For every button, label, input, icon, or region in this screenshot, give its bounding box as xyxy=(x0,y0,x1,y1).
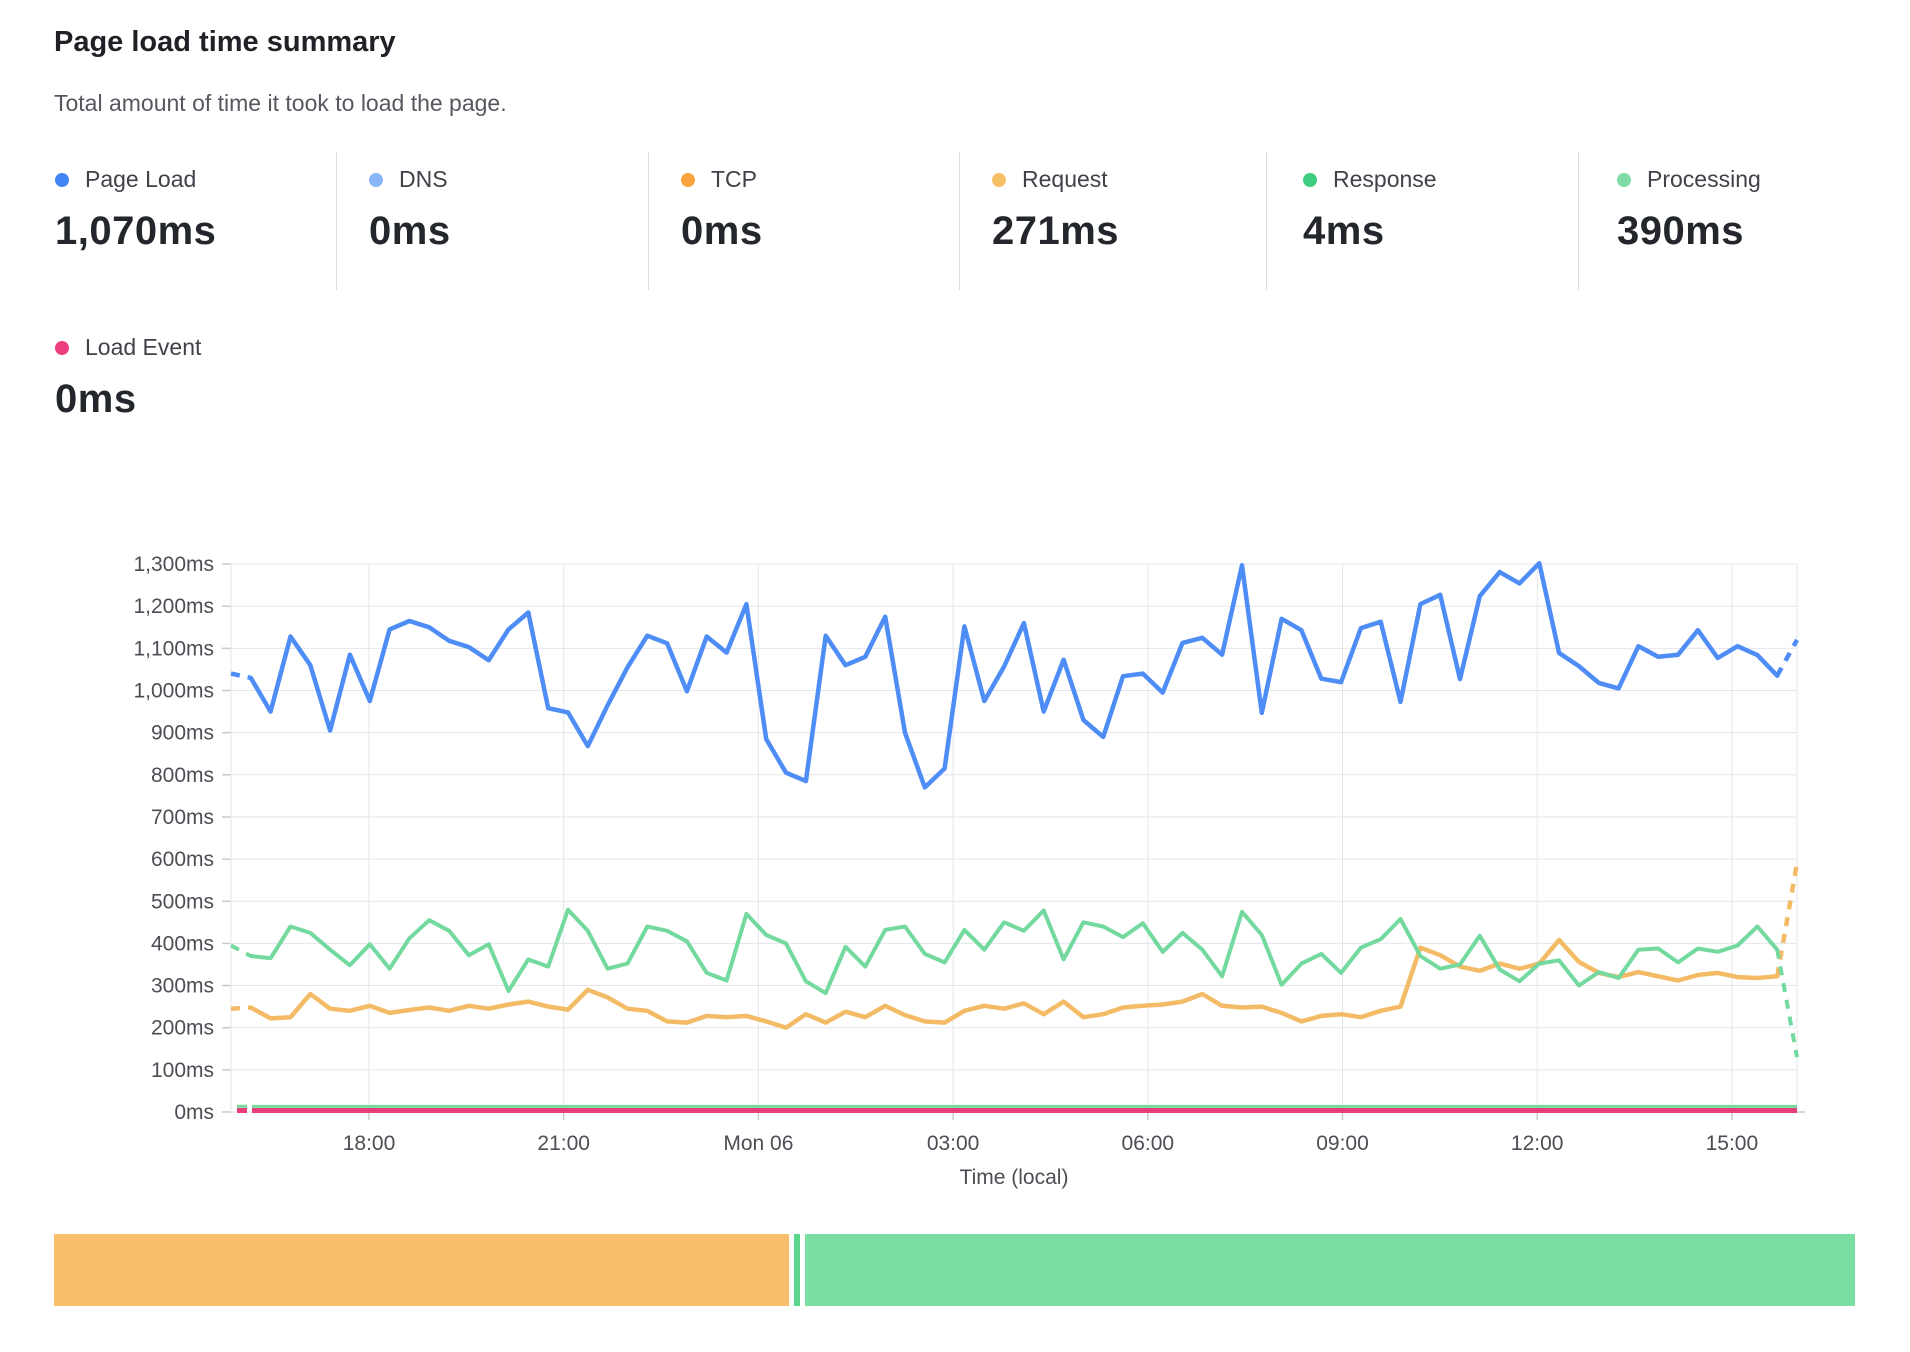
legend-value: 0ms xyxy=(681,209,763,253)
legend-item-dns[interactable]: DNS 0ms xyxy=(369,166,451,254)
legend-value: 1,070ms xyxy=(55,209,217,253)
status-segment-gap xyxy=(800,1234,805,1306)
legend-divider xyxy=(648,152,649,290)
y-axis-label: 1,300ms xyxy=(133,553,214,576)
y-axis-label: 1,200ms xyxy=(133,595,214,618)
y-axis-label: 400ms xyxy=(151,932,214,955)
page-subtitle: Total amount of time it took to load the… xyxy=(54,90,507,116)
status-segment-passing-period xyxy=(805,1234,1855,1306)
series-processing-dash-start xyxy=(230,943,252,958)
series-request-dash-end xyxy=(1774,862,1800,977)
x-axis-label: 21:00 xyxy=(537,1132,590,1155)
y-axis-label: 700ms xyxy=(151,806,214,829)
status-segment-gap xyxy=(789,1234,794,1306)
status-segment-passing-sliver xyxy=(794,1234,800,1306)
x-axis-label: 12:00 xyxy=(1511,1132,1564,1155)
legend-value: 390ms xyxy=(1617,209,1745,253)
legend-value: 271ms xyxy=(992,209,1120,253)
legend-dot-icon xyxy=(681,172,695,187)
x-axis-label: Mon 06 xyxy=(723,1132,793,1155)
legend-dot-icon xyxy=(1617,172,1631,187)
status-timeline-bar xyxy=(54,1234,1855,1306)
x-axis-title: Time (local) xyxy=(960,1166,1069,1189)
x-axis-label: 15:00 xyxy=(1706,1132,1759,1155)
legend-divider xyxy=(1578,152,1579,290)
y-axis-label: 100ms xyxy=(151,1059,214,1082)
legend-label: Response xyxy=(1333,166,1437,192)
legend-dot-icon xyxy=(1303,172,1317,187)
legend-label: Request xyxy=(1022,166,1108,192)
series-page-load-dash-start xyxy=(230,671,252,681)
load-time-chart: 0ms 100ms 200ms 300ms 400ms 500ms 600ms 700ms 80… xyxy=(133,553,1805,1189)
y-axis-label: 900ms xyxy=(151,722,214,745)
legend-label: Load Event xyxy=(85,334,202,360)
legend-label: Page Load xyxy=(85,166,197,192)
legend-dot-icon xyxy=(369,172,383,187)
series-request-dash-start xyxy=(230,1005,251,1011)
legend-dot-icon xyxy=(992,172,1006,187)
series-processing-dash-end xyxy=(1775,949,1799,1058)
legend-divider xyxy=(959,152,960,290)
series-page-load-dash-end xyxy=(1775,638,1799,677)
status-segment-degraded-period xyxy=(54,1234,789,1306)
legend-label: DNS xyxy=(399,166,448,192)
y-axis-label: 200ms xyxy=(151,1017,214,1040)
x-axis-label: 06:00 xyxy=(1122,1132,1175,1155)
series-processing xyxy=(248,907,1780,996)
y-axis-label: 1,100ms xyxy=(133,637,214,660)
legend-divider xyxy=(336,152,337,290)
y-axis-label: 1,000ms xyxy=(133,680,214,703)
y-axis-label: 600ms xyxy=(151,848,214,871)
legend-label: TCP xyxy=(711,166,757,192)
legend-item-load-event[interactable]: Load Event 0ms xyxy=(55,334,201,422)
legend-divider xyxy=(1266,152,1267,290)
legend-value: 4ms xyxy=(1303,209,1385,253)
series-page-load xyxy=(248,560,1780,790)
y-axis-label: 300ms xyxy=(151,975,214,998)
y-axis-label: 0ms xyxy=(174,1101,214,1124)
legend-value: 0ms xyxy=(369,209,451,253)
legend-item-request[interactable]: Request 271ms xyxy=(992,166,1119,254)
series-request xyxy=(248,937,1780,1030)
legend-item-response[interactable]: Response 4ms xyxy=(1303,166,1437,254)
x-axis-label: 18:00 xyxy=(343,1132,396,1155)
x-axis-label: 09:00 xyxy=(1316,1132,1369,1155)
legend-dot-icon xyxy=(55,340,69,355)
legend-item-processing[interactable]: Processing 390ms xyxy=(1617,166,1761,254)
x-axis-label: 03:00 xyxy=(927,1132,980,1155)
page-title: Page load time summary xyxy=(54,26,396,58)
y-axis-label: 500ms xyxy=(151,890,214,913)
y-axis-label: 800ms xyxy=(151,764,214,787)
legend-value: 0ms xyxy=(55,377,137,421)
legend-item-tcp[interactable]: TCP 0ms xyxy=(681,166,763,254)
legend-label: Processing xyxy=(1647,166,1761,192)
legend-dot-icon xyxy=(55,172,69,187)
legend-item-page-load[interactable]: Page Load 1,070ms xyxy=(55,166,216,254)
